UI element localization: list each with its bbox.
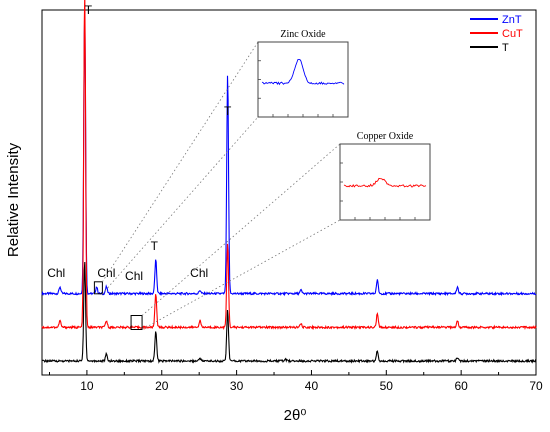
x-tick-label: 10 xyxy=(80,379,94,393)
x-tick-label: 70 xyxy=(529,379,543,393)
peak-annotation: T xyxy=(151,239,159,253)
peak-annotation: T xyxy=(85,3,93,17)
x-tick-label: 40 xyxy=(305,379,319,393)
x-axis-ticks: 10 20 30 40 50 60 70 xyxy=(48,370,543,393)
peak-annotation: Chl xyxy=(97,266,115,280)
legend-label: ZnT xyxy=(502,14,522,26)
x-tick-label: 30 xyxy=(230,379,244,393)
series-ZnT-line xyxy=(41,11,537,297)
inset-curve xyxy=(261,59,345,86)
inset-curve xyxy=(343,177,427,188)
inset-title: Zinc Oxide xyxy=(280,29,326,40)
insets-layer: Zinc Oxide Copper Oxide xyxy=(257,29,431,221)
inset-guide-line xyxy=(102,41,259,283)
inset-frame xyxy=(339,143,431,221)
x-tick-label: 60 xyxy=(454,379,468,393)
inset-guide-line xyxy=(141,143,341,316)
peak-annotation: T xyxy=(224,104,232,118)
x-tick-label: 20 xyxy=(155,379,169,393)
plot-frame xyxy=(41,9,537,376)
peak-annotation: Chl xyxy=(47,266,65,280)
peak-annotation: Chl xyxy=(125,269,143,283)
zoom-box-zinc xyxy=(93,281,103,295)
y-axis-title: Relative Intensity xyxy=(5,142,22,257)
peak-annotation: Chl xyxy=(190,266,208,280)
legend-label: CuT xyxy=(502,28,523,40)
series-T-line xyxy=(42,261,537,364)
legend: ZnT CuT T xyxy=(470,14,523,54)
inset-title: Copper Oxide xyxy=(357,131,414,142)
series-layer xyxy=(41,0,537,364)
legend-label: T xyxy=(502,42,509,54)
inset-frame xyxy=(257,41,349,118)
annotations-layer: T T T Chl Chl Chl Chl xyxy=(47,3,232,331)
x-axis-title: 2θ⁰ xyxy=(284,407,307,424)
series-CuT-line xyxy=(41,0,537,331)
zoom-box-copper xyxy=(130,315,143,331)
inset-guides xyxy=(102,41,341,330)
inset-guide-line xyxy=(141,219,341,330)
x-tick-label: 50 xyxy=(380,379,394,393)
inset-guide-line xyxy=(102,116,259,295)
